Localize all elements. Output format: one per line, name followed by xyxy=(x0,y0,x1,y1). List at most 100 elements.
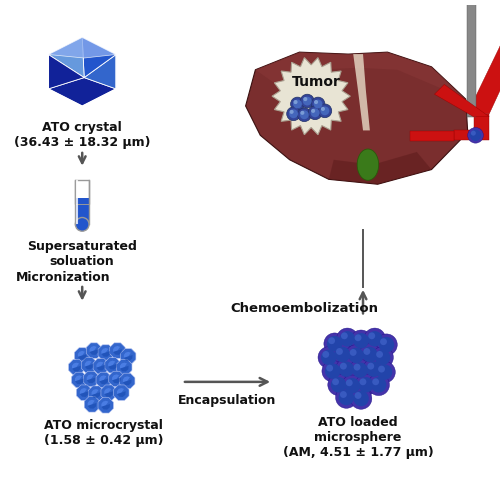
Polygon shape xyxy=(105,358,120,373)
Circle shape xyxy=(290,110,294,114)
Circle shape xyxy=(324,333,345,354)
Polygon shape xyxy=(124,352,131,358)
Circle shape xyxy=(366,361,382,377)
Circle shape xyxy=(350,349,356,356)
Circle shape xyxy=(372,347,394,368)
Circle shape xyxy=(310,108,320,117)
Polygon shape xyxy=(100,379,108,384)
Polygon shape xyxy=(114,385,129,400)
Circle shape xyxy=(377,364,392,380)
Circle shape xyxy=(340,391,347,398)
Circle shape xyxy=(318,104,332,118)
Circle shape xyxy=(340,331,355,347)
Circle shape xyxy=(340,363,347,370)
Circle shape xyxy=(290,97,304,111)
Circle shape xyxy=(352,362,368,378)
Text: Chemoembolization: Chemoembolization xyxy=(230,302,378,315)
Circle shape xyxy=(322,360,344,382)
Circle shape xyxy=(336,359,357,380)
Polygon shape xyxy=(72,362,79,369)
Polygon shape xyxy=(110,343,125,358)
Polygon shape xyxy=(84,364,94,370)
Circle shape xyxy=(375,349,390,365)
Text: ATO loaded
microsphere
(AM, 4.51 ± 1.77 μm): ATO loaded microsphere (AM, 4.51 ± 1.77 … xyxy=(283,416,434,459)
Polygon shape xyxy=(72,366,80,372)
Polygon shape xyxy=(104,388,112,394)
Polygon shape xyxy=(48,37,116,58)
Polygon shape xyxy=(474,114,489,140)
Circle shape xyxy=(322,351,329,358)
Polygon shape xyxy=(78,354,86,360)
Polygon shape xyxy=(75,375,82,381)
Polygon shape xyxy=(112,374,119,380)
Polygon shape xyxy=(353,54,370,131)
Circle shape xyxy=(286,107,300,120)
Polygon shape xyxy=(96,361,103,368)
Polygon shape xyxy=(101,385,116,400)
Circle shape xyxy=(346,379,352,386)
Circle shape xyxy=(303,96,312,106)
Polygon shape xyxy=(68,360,84,375)
Circle shape xyxy=(350,330,372,351)
Circle shape xyxy=(314,100,318,104)
Circle shape xyxy=(311,97,325,111)
Polygon shape xyxy=(88,400,94,406)
Circle shape xyxy=(344,378,360,394)
Circle shape xyxy=(359,344,380,365)
Polygon shape xyxy=(466,0,475,117)
Polygon shape xyxy=(113,349,122,355)
Polygon shape xyxy=(113,346,120,352)
Circle shape xyxy=(368,332,375,339)
Circle shape xyxy=(321,107,325,111)
Polygon shape xyxy=(86,378,96,384)
Circle shape xyxy=(328,337,335,344)
FancyBboxPatch shape xyxy=(76,180,89,204)
Polygon shape xyxy=(96,365,105,371)
Circle shape xyxy=(372,378,379,385)
Polygon shape xyxy=(246,52,468,184)
Circle shape xyxy=(336,387,357,408)
Polygon shape xyxy=(102,351,110,357)
Polygon shape xyxy=(109,371,124,386)
Circle shape xyxy=(342,375,363,396)
Circle shape xyxy=(334,347,350,362)
Ellipse shape xyxy=(357,149,378,180)
Polygon shape xyxy=(102,348,108,354)
Polygon shape xyxy=(93,359,108,374)
Circle shape xyxy=(318,347,340,368)
Polygon shape xyxy=(82,358,96,373)
Circle shape xyxy=(338,390,354,405)
Polygon shape xyxy=(272,58,350,135)
Polygon shape xyxy=(104,391,113,397)
Polygon shape xyxy=(80,391,88,397)
Circle shape xyxy=(364,328,386,349)
Polygon shape xyxy=(123,380,132,385)
Text: Encapsulation: Encapsulation xyxy=(178,394,276,407)
Polygon shape xyxy=(84,396,100,412)
Circle shape xyxy=(300,111,304,115)
Ellipse shape xyxy=(76,217,89,231)
Polygon shape xyxy=(96,372,112,387)
Circle shape xyxy=(293,99,302,108)
Circle shape xyxy=(332,344,353,365)
Circle shape xyxy=(368,374,390,396)
Circle shape xyxy=(341,332,348,339)
Circle shape xyxy=(321,349,336,365)
Circle shape xyxy=(354,392,362,399)
Text: Supersaturated
soluation: Supersaturated soluation xyxy=(28,240,137,268)
Circle shape xyxy=(336,328,358,349)
Polygon shape xyxy=(76,385,92,400)
Polygon shape xyxy=(86,343,102,358)
Circle shape xyxy=(303,97,308,101)
Circle shape xyxy=(363,359,384,380)
Polygon shape xyxy=(410,132,454,141)
Circle shape xyxy=(320,107,330,115)
Polygon shape xyxy=(256,52,466,99)
Polygon shape xyxy=(120,362,127,369)
Polygon shape xyxy=(84,55,116,89)
Polygon shape xyxy=(75,379,84,384)
Polygon shape xyxy=(98,345,114,360)
Circle shape xyxy=(471,131,476,136)
Polygon shape xyxy=(117,388,124,394)
Circle shape xyxy=(358,377,374,393)
